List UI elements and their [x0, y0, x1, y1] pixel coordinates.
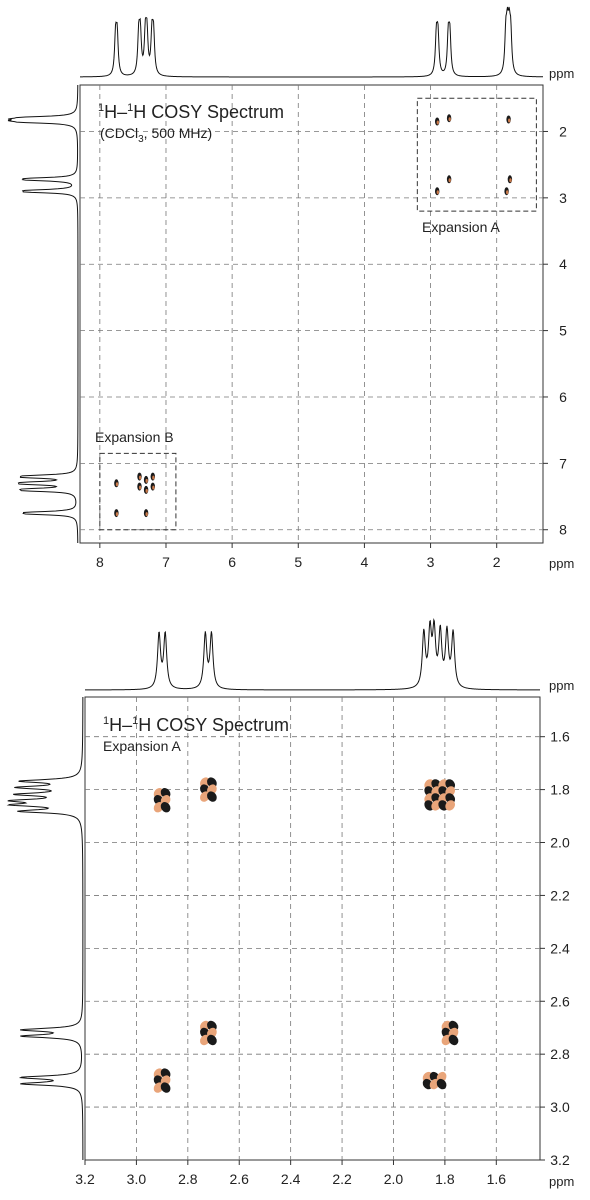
c2-cross-peak-2 [424, 779, 456, 811]
c1-cross-peak-15 [150, 482, 155, 491]
c1-subtitle: (CDCl3, 500 MHz) [100, 125, 212, 145]
c2-plot-frame [84, 696, 541, 1161]
c1-expansion-box-0 [416, 97, 537, 212]
c1-title-mid1: H– [104, 102, 127, 122]
c2-top-unit: ppm [549, 678, 574, 693]
c1-plot-frame [79, 84, 544, 544]
c1-xtick-label-3: 5 [294, 554, 302, 570]
c1-cross-peak-10 [150, 472, 155, 481]
c2-title-sup1: 1 [103, 715, 109, 727]
c1-cross-peak-3 [446, 175, 452, 184]
c2-cross-peaks [153, 777, 459, 1093]
c1-cross-peak-11 [137, 482, 142, 491]
c2-xtick-label-0: 3.2 [75, 1171, 95, 1187]
c2-title: 1H–1H COSY Spectrum [103, 715, 289, 735]
c1-xtick-label-0: 8 [96, 554, 104, 570]
c1-bottom-unit: ppm [549, 556, 574, 571]
c1-ytick-label-0: 2 [559, 123, 567, 139]
c2-xtick-label-8: 1.6 [487, 1171, 507, 1187]
c1-subtitle-sub: 3 [138, 134, 144, 145]
c1-cross-peak-7 [114, 479, 119, 488]
c1-cross-peak-1 [446, 114, 452, 123]
c1-x-ticks: 8 7 6 5 4 3 2 [96, 543, 501, 570]
c1-top-unit: ppm [549, 66, 574, 81]
c1-ytick-label-1: 3 [559, 190, 567, 206]
c2-left-projection [6, 697, 84, 1160]
c2-ytick-label-8: 3.2 [550, 1152, 570, 1168]
c2-ytick-label-0: 1.6 [550, 729, 570, 745]
c1-subtitle-pre: (CDCl [100, 125, 138, 141]
c1-grid [80, 85, 543, 543]
c1-title: 1H–1H COSY Spectrum [98, 102, 284, 122]
c1-title-sup1: 1 [98, 102, 104, 114]
c1-xtick-label-6: 2 [493, 554, 501, 570]
c2-xtick-label-4: 2.4 [281, 1171, 301, 1187]
c2-cross-peak-4 [441, 1020, 459, 1046]
c2-grid [85, 697, 540, 1160]
c1-cross-peak-6 [504, 187, 509, 196]
c1-cross-peak-4 [507, 175, 513, 184]
c2-xtick-label-3: 2.6 [230, 1171, 250, 1187]
c1-top-projection [79, 6, 544, 78]
c2-subtitle: Expansion A [103, 738, 181, 754]
c1-expansion-b-label: Expansion B [95, 429, 174, 445]
c1-cross-peak-9 [143, 475, 149, 484]
c1-ytick-label-2: 4 [559, 256, 567, 272]
c1-cross-peak-8 [137, 472, 142, 481]
c2-cross-peak-3 [200, 1020, 217, 1046]
c1-expansion-box-1 [99, 452, 177, 531]
c1-xtick-label-1: 7 [162, 554, 170, 570]
c2-title-sup2: 1 [132, 715, 138, 727]
c2-xtick-label-5: 2.2 [332, 1171, 352, 1187]
c1-expansion-a-label: Expansion A [422, 219, 500, 235]
c2-bottom-unit: ppm [549, 1174, 574, 1189]
c2-ytick-label-7: 3.0 [550, 1099, 570, 1115]
c2-x-ticks: 3.2 3.0 2.8 2.6 2.4 2.2 2.0 1.8 1.6 [75, 1160, 506, 1187]
c1-ytick-label-5: 7 [559, 455, 567, 471]
c2-cross-peak-1 [200, 777, 217, 802]
c2-title-mid2: H COSY Spectrum [138, 715, 289, 735]
c2-xtick-label-6: 2.0 [384, 1171, 404, 1187]
c1-y-ticks: 2 3 4 5 6 7 8 [543, 123, 567, 538]
c2-top-projection [85, 618, 540, 691]
c1-title-sup2: 1 [127, 102, 133, 114]
c1-left-projection [7, 84, 79, 544]
c2-title-mid1: H– [109, 715, 132, 735]
c2-cross-peak-6 [422, 1071, 447, 1090]
c1-title-mid2: H COSY Spectrum [133, 102, 284, 122]
c2-cross-peak-5 [153, 1068, 171, 1093]
c2-cross-peak-0 [153, 788, 171, 813]
c1-xtick-label-5: 3 [427, 554, 435, 570]
c1-cross-peak-0 [435, 117, 440, 126]
c2-xtick-label-2: 2.8 [178, 1171, 198, 1187]
c1-expansion-boxes [99, 97, 537, 531]
c1-cross-peak-5 [435, 187, 440, 196]
cosy-expansion-a: 3.2 3.0 2.8 2.6 2.4 2.2 2.0 1.8 1.6 1.6 1.8 2.0 2.2… [6, 618, 574, 1189]
c1-cross-peak-14 [143, 509, 149, 518]
c2-ytick-label-3: 2.2 [550, 887, 570, 903]
c1-ytick-label-3: 5 [559, 323, 567, 339]
c1-cross-peaks [114, 114, 513, 518]
c2-ytick-label-1: 1.8 [550, 782, 570, 798]
c1-cross-peak-12 [143, 485, 149, 494]
c2-ytick-label-6: 2.8 [550, 1046, 570, 1062]
c1-cross-peak-2 [506, 115, 511, 124]
c2-ytick-label-5: 2.6 [550, 993, 570, 1009]
c2-ytick-label-4: 2.4 [550, 940, 570, 956]
c1-ytick-label-4: 6 [559, 389, 567, 405]
c1-cross-peak-13 [114, 509, 119, 518]
c2-ytick-label-2: 2.0 [550, 835, 570, 851]
c2-y-ticks: 1.6 1.8 2.0 2.2 2.4 2.6 2.8 3.0 3.2 [540, 729, 570, 1168]
c1-ytick-label-6: 8 [559, 522, 567, 538]
c1-xtick-label-2: 6 [228, 554, 236, 570]
c2-xtick-label-1: 3.0 [127, 1171, 147, 1187]
c1-subtitle-post: , 500 MHz) [144, 125, 212, 141]
c1-xtick-label-4: 4 [361, 554, 369, 570]
c2-xtick-label-7: 1.8 [435, 1171, 455, 1187]
